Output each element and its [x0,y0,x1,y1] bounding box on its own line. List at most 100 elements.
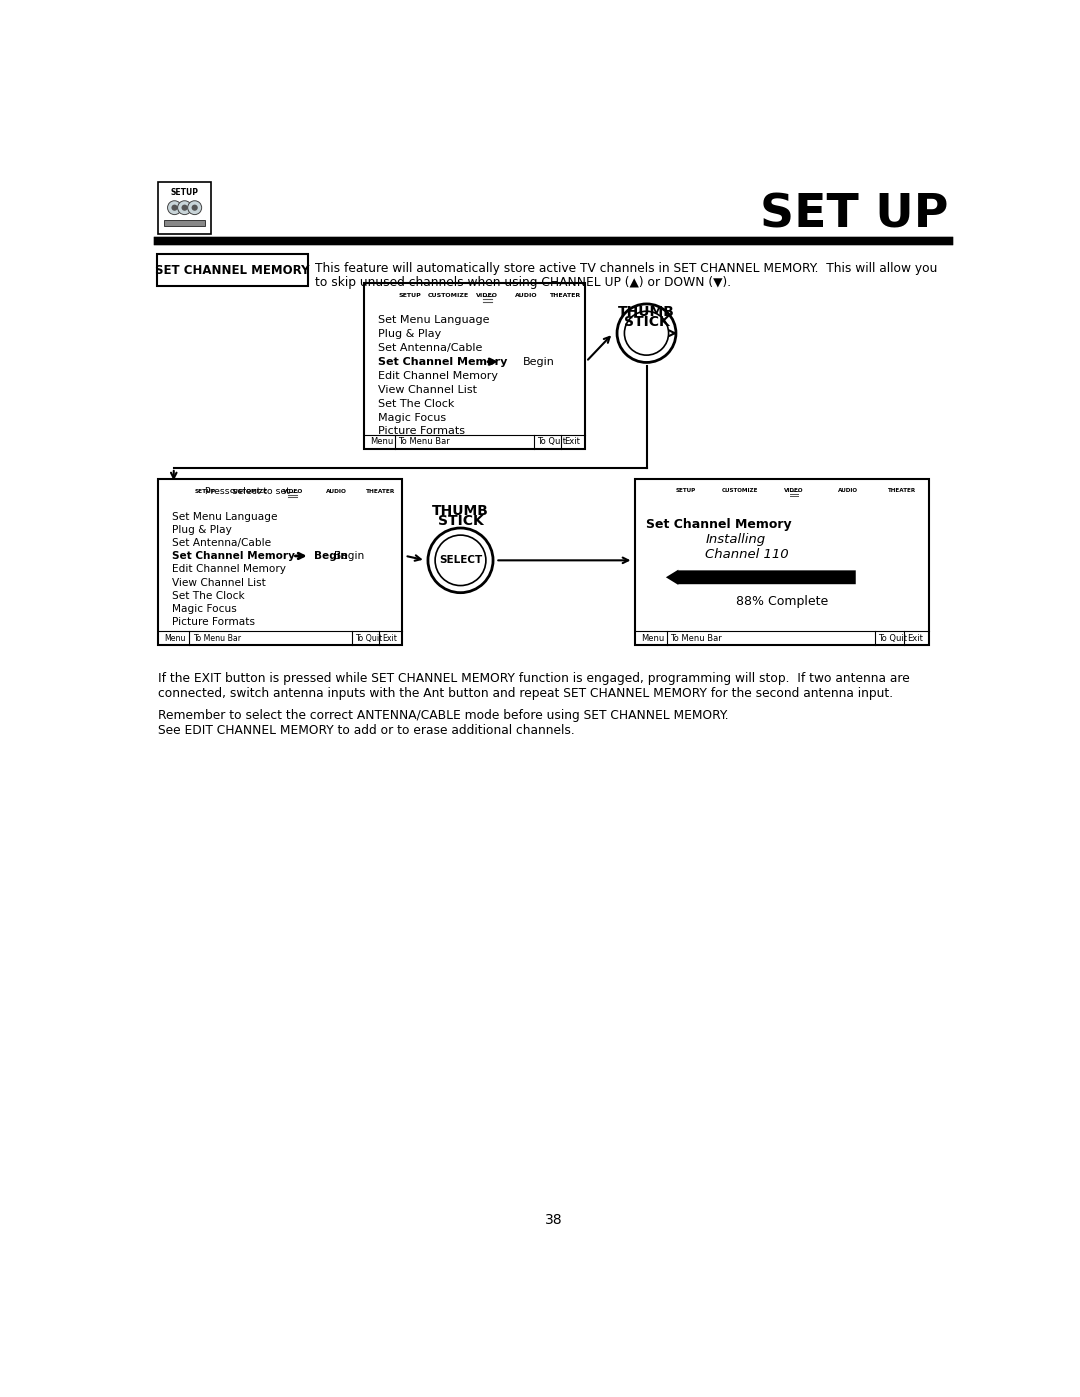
Text: CUSTOMIZE: CUSTOMIZE [230,489,268,493]
Text: to skip unused channels when using CHANNEL UP (▲) or DOWN (▼).: to skip unused channels when using CHANN… [314,277,731,289]
Bar [693,535,702,545]
Bar [159,503,403,507]
Text: SET UP: SET UP [760,193,948,237]
Circle shape [638,482,656,499]
Text: STICK: STICK [437,514,484,528]
Circle shape [163,489,166,493]
Circle shape [177,201,191,215]
Circle shape [375,300,378,305]
Text: ✓: ✓ [693,535,702,545]
Text: SELECT: SELECT [438,556,482,566]
Text: To Quit: To Quit [355,634,382,643]
Bar [159,182,211,233]
Circle shape [650,489,652,492]
Text: View Channel List: View Channel List [172,578,266,588]
Text: Edit Channel Memory: Edit Channel Memory [378,372,498,381]
FancyBboxPatch shape [659,479,712,502]
Text: AUDIO: AUDIO [326,489,347,493]
Circle shape [403,299,408,303]
Text: VIDEO: VIDEO [784,488,804,493]
Text: connected, switch antenna inputs with the Ant button and repeat SET CHANNEL MEMO: connected, switch antenna inputs with th… [159,686,893,700]
Text: Plug & Play: Plug & Play [378,330,441,339]
Text: CUSTOMIZE: CUSTOMIZE [721,488,758,493]
Text: 38: 38 [544,1213,563,1227]
FancyBboxPatch shape [184,479,226,503]
FancyBboxPatch shape [876,479,929,502]
Text: Magic Focus: Magic Focus [378,412,446,422]
FancyBboxPatch shape [546,284,583,307]
Bar [364,284,584,448]
Circle shape [188,201,202,215]
Bar [246,493,252,499]
Circle shape [679,493,684,497]
Bar [376,490,384,499]
FancyBboxPatch shape [430,284,467,307]
Text: If the EXIT button is pressed while SET CHANNEL MEMORY function is engaged, prog: If the EXIT button is pressed while SET … [159,672,910,685]
Text: THEATER: THEATER [888,488,916,493]
Text: To Quit: To Quit [878,634,907,643]
FancyBboxPatch shape [271,479,314,503]
Circle shape [645,493,648,496]
Bar [737,492,742,497]
Text: SET CHANNEL MEMORY: SET CHANNEL MEMORY [156,264,310,277]
Text: Press select to set: Press select to set [205,488,289,496]
Circle shape [407,299,411,303]
Bar [445,298,451,303]
Text: Set Channel Memory: Set Channel Memory [172,552,295,562]
Text: Menu: Menu [642,634,664,643]
Bar [314,553,321,560]
Circle shape [161,482,180,500]
Text: Set Channel Memory: Set Channel Memory [647,518,792,531]
Text: THEATER: THEATER [366,489,395,493]
Text: Set The Clock: Set The Clock [378,398,454,409]
Bar [404,302,415,305]
Text: To Quit: To Quit [537,437,566,446]
Circle shape [645,489,648,492]
Bar [505,359,512,366]
Text: AUDIO: AUDIO [838,488,858,493]
Text: Plug & Play: Plug & Play [172,525,232,535]
Text: Set Channel Memory: Set Channel Memory [378,358,507,367]
Text: 88% Complete: 88% Complete [735,595,828,608]
Text: SETUP: SETUP [171,187,199,197]
FancyBboxPatch shape [228,479,270,503]
Text: Exit: Exit [565,437,580,446]
Text: To Menu Bar: To Menu Bar [671,634,723,643]
Circle shape [170,496,172,499]
Text: STICK: STICK [623,314,670,328]
Bar [561,295,569,303]
Circle shape [738,489,742,493]
Text: Magic Focus: Magic Focus [172,604,237,615]
Circle shape [382,293,386,298]
Circle shape [170,489,172,493]
Circle shape [181,204,188,211]
Bar [364,307,584,312]
Text: Menu: Menu [369,437,393,446]
Bar [635,502,930,504]
Text: Set Menu Language: Set Menu Language [172,511,278,522]
FancyArrow shape [666,570,855,585]
Circle shape [170,483,172,486]
Circle shape [191,204,198,211]
FancyBboxPatch shape [822,479,875,502]
Text: Channel 110: Channel 110 [705,549,789,562]
FancyBboxPatch shape [469,284,505,307]
FancyBboxPatch shape [315,479,357,503]
Text: To Menu Bar: To Menu Bar [193,634,241,643]
Text: Remember to select the correct ANTENNA/CABLE mode before using SET CHANNEL MEMOR: Remember to select the correct ANTENNA/C… [159,708,729,722]
Circle shape [375,293,379,298]
Circle shape [446,293,450,299]
Text: Menu: Menu [164,634,186,643]
Text: Set Menu Language: Set Menu Language [378,316,489,326]
Text: Set Antenna/Cable: Set Antenna/Cable [172,538,271,548]
Text: Exit: Exit [382,634,397,643]
Bar [680,496,690,499]
Text: Begin: Begin [334,550,364,562]
Bar [157,254,308,286]
Bar [899,490,906,497]
Bar [159,479,403,645]
Bar [635,479,930,645]
FancyBboxPatch shape [391,284,428,307]
Circle shape [367,285,387,306]
Circle shape [640,489,643,492]
